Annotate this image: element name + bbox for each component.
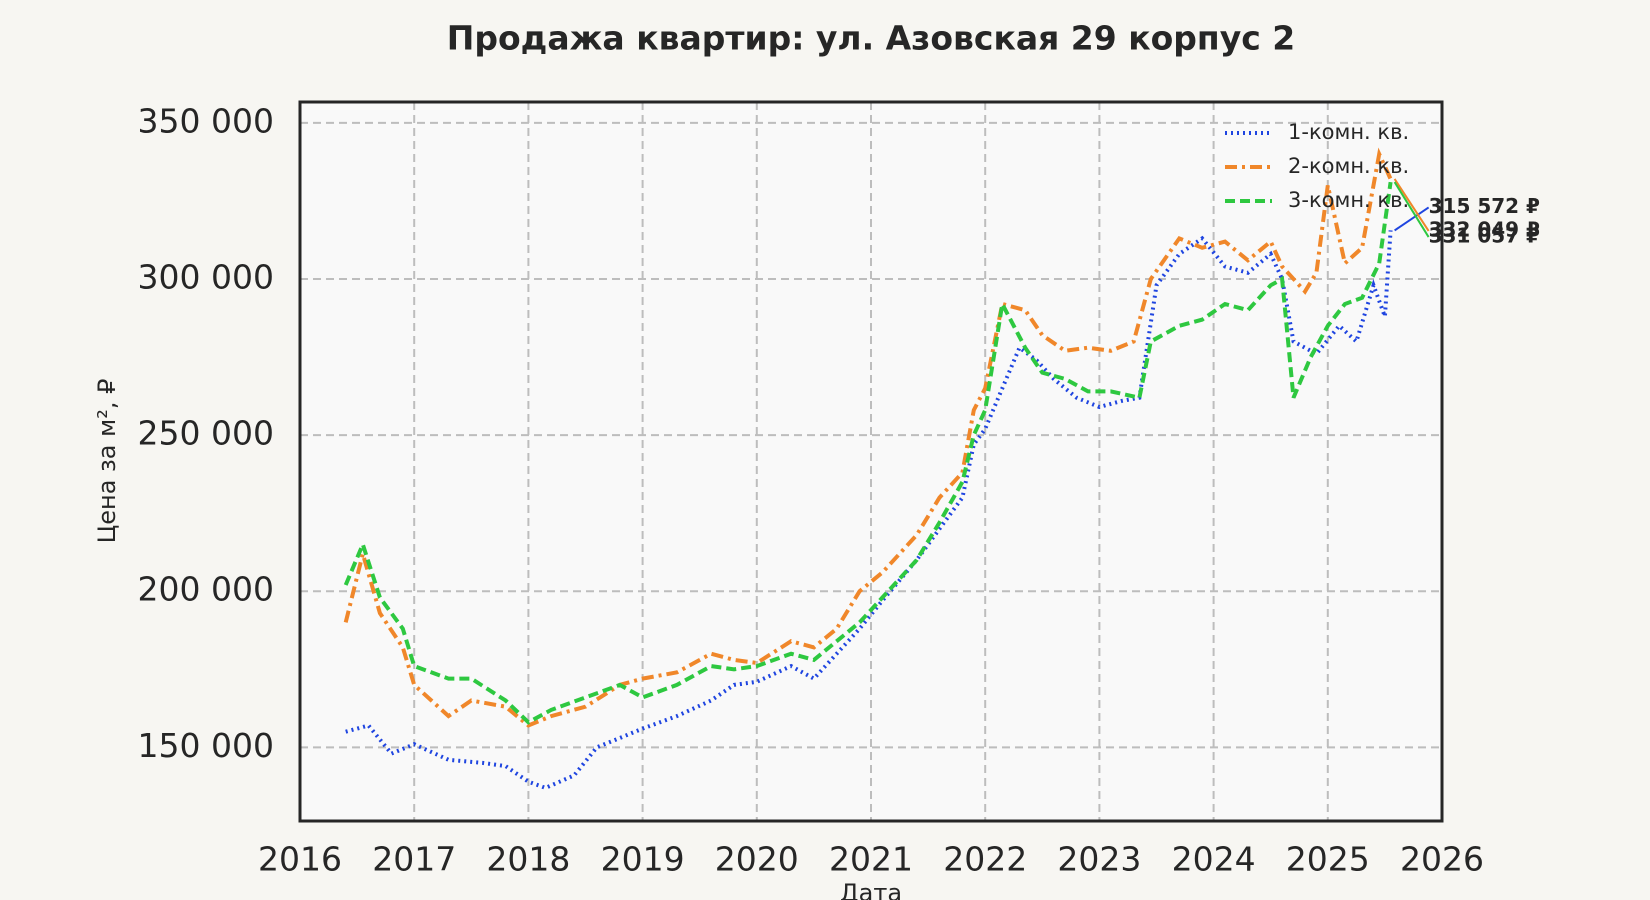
y-tick-label: 150 000 (138, 726, 274, 765)
x-tick-label: 2019 (601, 840, 685, 879)
x-tick-label: 2022 (943, 840, 1027, 879)
y-tick-label: 300 000 (138, 258, 274, 297)
x-tick-label: 2023 (1057, 840, 1141, 879)
chart-title: Продажа квартир: ул. Азовская 29 корпус … (447, 19, 1295, 58)
legend-label: 2-комн. кв. (1288, 154, 1409, 178)
x-tick-label: 2017 (372, 840, 456, 879)
annotation-arrow (1393, 178, 1430, 232)
x-tick-label: 2026 (1400, 840, 1484, 879)
legend-label: 1-комн. кв. (1288, 120, 1409, 144)
x-tick-label: 2025 (1286, 840, 1370, 879)
plot-frame (298, 100, 1444, 823)
y-tick-label: 200 000 (138, 570, 274, 609)
y-tick-label: 250 000 (138, 414, 274, 453)
series-line (343, 147, 1393, 728)
legend-label: 3-комн. кв. (1288, 188, 1409, 212)
series-line (345, 230, 1393, 791)
x-tick-label: 2016 (258, 840, 342, 879)
annotation-arrow (1393, 181, 1430, 238)
annotation-label: 315 572 ₽ (1429, 194, 1540, 218)
annotation-arrow (1394, 206, 1430, 232)
annotation-label: 331 057 ₽ (1429, 224, 1540, 248)
x-tick-label: 2024 (1172, 840, 1256, 879)
annotation-label: 332 049 ₽ (1429, 217, 1540, 241)
y-tick-label: 350 000 (138, 101, 274, 140)
y-axis-label: Цена за м², ₽ (93, 379, 121, 544)
series-line (343, 181, 1393, 725)
x-tick-label: 2018 (486, 840, 570, 879)
x-axis-label: Дата (840, 879, 902, 900)
x-tick-label: 2021 (829, 840, 913, 879)
x-tick-label: 2020 (715, 840, 799, 879)
